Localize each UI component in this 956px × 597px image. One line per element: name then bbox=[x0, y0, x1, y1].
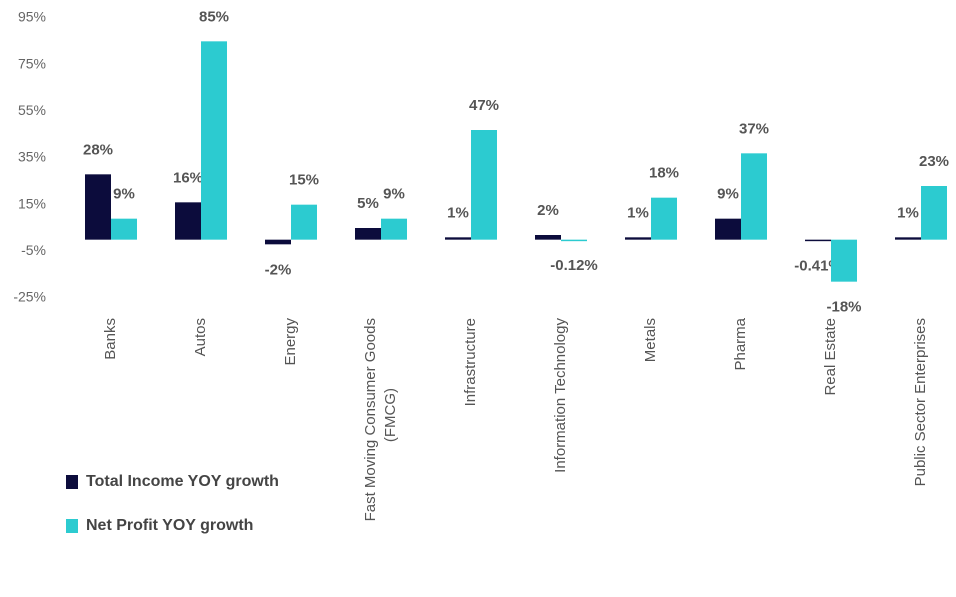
x-tick-label-group: Energy bbox=[282, 318, 299, 366]
x-tick-label: Infrastructure bbox=[462, 318, 479, 406]
x-tick-label: Energy bbox=[282, 318, 299, 366]
y-tick-label: 15% bbox=[18, 195, 46, 211]
value-label: 15% bbox=[289, 172, 319, 189]
bar bbox=[535, 235, 561, 240]
value-label: -18% bbox=[826, 299, 861, 316]
value-label: -0.41% bbox=[794, 258, 842, 275]
x-tick-label-line: Fast Moving Consumer Goods bbox=[362, 318, 379, 521]
y-tick-label: 35% bbox=[18, 149, 46, 165]
y-tick-label: -25% bbox=[13, 289, 46, 305]
y-tick-label: -5% bbox=[21, 242, 46, 258]
x-tick-label: Information Technology bbox=[552, 318, 569, 473]
bar bbox=[805, 239, 831, 242]
x-tick-label-group: Public Sector Enterprises bbox=[912, 318, 929, 486]
value-label: 37% bbox=[739, 120, 769, 137]
value-label: 18% bbox=[649, 165, 679, 182]
bar bbox=[111, 218, 137, 240]
bar bbox=[831, 239, 857, 282]
value-label: -2% bbox=[265, 261, 292, 278]
x-tick-label: Real Estate bbox=[822, 318, 839, 396]
bar bbox=[381, 218, 407, 240]
value-label: 1% bbox=[627, 204, 649, 221]
value-label: 28% bbox=[83, 141, 113, 158]
x-tick-label-group: Metals bbox=[642, 318, 659, 362]
bar bbox=[445, 237, 471, 240]
x-tick-label: Fast Moving Consumer Goods (FMCG) bbox=[362, 318, 399, 521]
x-tick-label-group: Infrastructure bbox=[462, 318, 479, 406]
value-label: -0.12% bbox=[550, 257, 598, 274]
value-label: 23% bbox=[919, 153, 949, 170]
value-label: 16% bbox=[173, 169, 203, 186]
bar bbox=[291, 204, 317, 240]
legend-swatch bbox=[66, 475, 78, 489]
bar bbox=[715, 218, 741, 240]
value-label: 85% bbox=[199, 8, 229, 25]
x-tick-label-group: Autos bbox=[192, 318, 209, 356]
x-tick-label-group: Information Technology bbox=[552, 318, 569, 473]
y-tick-label: 95% bbox=[18, 9, 46, 25]
x-tick-label: Pharma bbox=[732, 317, 749, 370]
y-tick-label: 75% bbox=[18, 55, 46, 71]
value-label: 9% bbox=[383, 186, 405, 203]
x-tick-label: Metals bbox=[642, 318, 659, 362]
value-label: 9% bbox=[113, 186, 135, 203]
bar bbox=[651, 197, 677, 240]
legend-label: Net Profit YOY growth bbox=[86, 517, 253, 534]
bar bbox=[355, 228, 381, 240]
value-label: 47% bbox=[469, 97, 499, 114]
x-tick-label: Autos bbox=[192, 318, 209, 356]
value-label: 1% bbox=[897, 204, 919, 221]
value-label: 1% bbox=[447, 204, 469, 221]
bar bbox=[561, 239, 587, 242]
x-tick-label-group: Fast Moving Consumer Goods (FMCG) bbox=[362, 318, 399, 521]
legend-label: Total Income YOY growth bbox=[86, 473, 279, 490]
x-tick-label-group: Real Estate bbox=[822, 318, 839, 396]
x-tick-label-group: Banks bbox=[102, 318, 119, 360]
bar bbox=[175, 202, 201, 240]
x-tick-label: Banks bbox=[102, 318, 119, 360]
bar bbox=[741, 153, 767, 240]
bar bbox=[201, 41, 227, 240]
x-tick-label: Public Sector Enterprises bbox=[912, 318, 929, 486]
y-tick-label: 55% bbox=[18, 102, 46, 118]
x-tick-label-group: Pharma bbox=[732, 317, 749, 370]
bar bbox=[265, 239, 291, 245]
bar bbox=[895, 237, 921, 240]
value-label: 5% bbox=[357, 195, 379, 212]
legend-swatch bbox=[66, 519, 78, 533]
bar bbox=[85, 174, 111, 240]
bar bbox=[471, 130, 497, 240]
value-label: 9% bbox=[717, 186, 739, 203]
x-tick-label-line: (FMCG) bbox=[382, 388, 399, 442]
value-label: 2% bbox=[537, 202, 559, 219]
bar bbox=[625, 237, 651, 240]
bar bbox=[921, 186, 947, 240]
